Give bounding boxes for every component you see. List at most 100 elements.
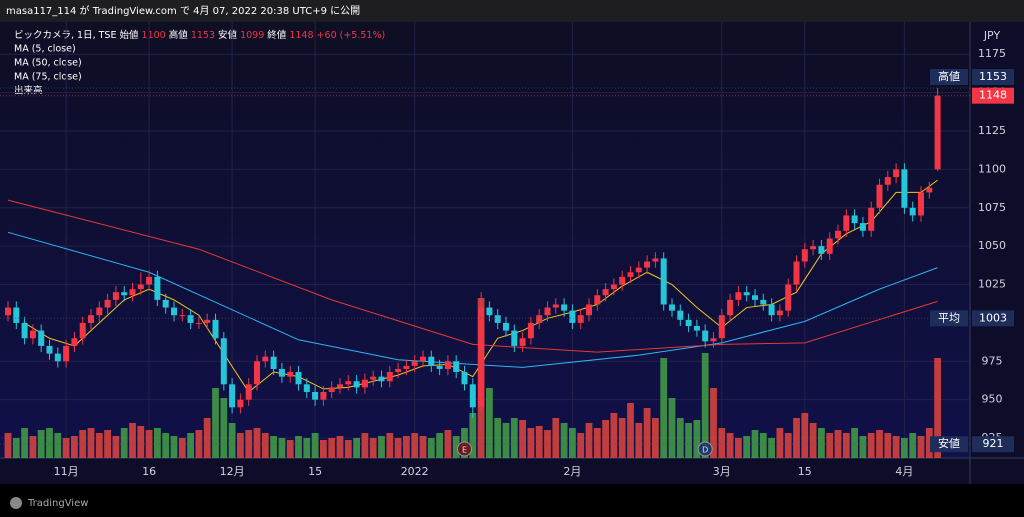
volume-bar	[710, 388, 717, 458]
volume-bar	[228, 423, 236, 458]
candle-body	[154, 276, 161, 300]
candle-body	[660, 258, 667, 305]
volume-bar	[79, 430, 87, 458]
volume-bar	[544, 430, 551, 458]
candle-body	[337, 384, 343, 388]
price-box	[972, 87, 1014, 104]
volume-bar	[452, 436, 460, 458]
volume-bar	[154, 428, 161, 458]
candle-body	[710, 338, 717, 342]
volume-bar	[917, 436, 925, 458]
x-tick-label: 12月	[220, 465, 245, 478]
candle-body	[586, 304, 592, 316]
volume-bar	[54, 433, 62, 458]
price-tag-label: 平均	[938, 311, 960, 324]
price-box	[972, 310, 1014, 327]
volume-bar	[718, 428, 726, 458]
candle-body	[561, 304, 568, 311]
candle-body	[420, 356, 426, 362]
candle-body	[552, 304, 559, 308]
volume-bar	[29, 436, 37, 458]
legend-row: ビックカメラ, 1日, TSE 始値 1100 高値 1153 安値 1099 …	[14, 29, 385, 41]
volume-bar	[4, 433, 12, 458]
candle-body	[826, 238, 833, 254]
candle-body	[453, 361, 460, 373]
candle-body	[727, 299, 734, 316]
volume-bar	[693, 420, 701, 458]
volume-bar	[95, 433, 103, 458]
candle-body	[793, 261, 800, 285]
volume-bar	[170, 436, 178, 458]
candle-body	[171, 307, 177, 316]
legend-item: 高値	[169, 29, 189, 41]
candle-body	[5, 307, 11, 316]
currency: JPY	[983, 29, 1001, 42]
candle-body	[436, 365, 443, 369]
price-value: 1003	[979, 311, 1007, 324]
volume-bar	[818, 428, 825, 458]
candle-body	[121, 292, 128, 296]
candle-body	[312, 391, 319, 400]
candle-body	[610, 284, 617, 290]
indicator-label: 出来高	[14, 85, 43, 97]
price-tag-label: 高値	[938, 69, 960, 83]
volume-bar	[776, 428, 784, 458]
volume-bar	[610, 413, 618, 458]
volume-bar	[510, 418, 518, 458]
candle-body	[926, 187, 933, 193]
volume-bar	[261, 433, 269, 458]
volume-bar	[378, 436, 385, 458]
candle-body	[478, 307, 485, 408]
candle-body	[187, 315, 194, 323]
volume-bar	[784, 433, 792, 458]
legend-item: 1148	[289, 30, 313, 41]
candle-body	[735, 292, 742, 300]
volume-bar	[71, 436, 78, 458]
volume-bar	[934, 358, 941, 458]
volume-bar	[320, 440, 327, 458]
volume-bar	[203, 418, 211, 458]
x-tick-label: 16	[142, 465, 156, 478]
candle-body	[752, 295, 758, 300]
candle-body	[884, 177, 891, 185]
volume-bar	[361, 433, 369, 458]
candle-body	[411, 361, 418, 366]
volume-bar	[436, 433, 443, 458]
volume-bar	[618, 418, 626, 458]
x-tick-label: 15	[308, 465, 322, 478]
legend-item: 1099	[240, 30, 264, 41]
volume-bar	[909, 433, 917, 458]
legend-item: 終値	[267, 29, 287, 41]
candle-body	[386, 372, 393, 382]
volume-bar	[726, 433, 734, 458]
candle-body	[810, 246, 817, 250]
legend-item: 始値	[120, 29, 140, 41]
price-tag	[930, 69, 968, 86]
candle-body	[212, 319, 219, 339]
price-tag	[930, 436, 968, 453]
candle-body	[204, 319, 211, 323]
x-tick-label: 2月	[563, 465, 581, 478]
candle-body	[577, 315, 584, 323]
candle-body	[295, 372, 302, 385]
volume-bar	[535, 426, 543, 458]
candle-body	[395, 368, 402, 373]
volume-bar	[809, 423, 817, 458]
candle-body	[702, 330, 709, 342]
price-box	[972, 436, 1014, 453]
y-tick-label: 1175	[978, 47, 1006, 60]
volume-bar	[295, 436, 302, 458]
candle-body	[511, 330, 518, 346]
volume-bar	[892, 436, 900, 458]
volume-bar	[743, 436, 751, 458]
volume-bar	[486, 388, 493, 458]
volume-bar	[801, 413, 809, 458]
y-tick-label: 1025	[978, 278, 1006, 291]
y-tick-label: 1075	[978, 201, 1006, 214]
event-label: E	[462, 446, 467, 455]
volume-bar	[826, 433, 834, 458]
volume-bar	[220, 398, 228, 458]
candle-body	[179, 315, 186, 317]
candle-body	[63, 345, 70, 362]
candle-body	[901, 169, 908, 208]
